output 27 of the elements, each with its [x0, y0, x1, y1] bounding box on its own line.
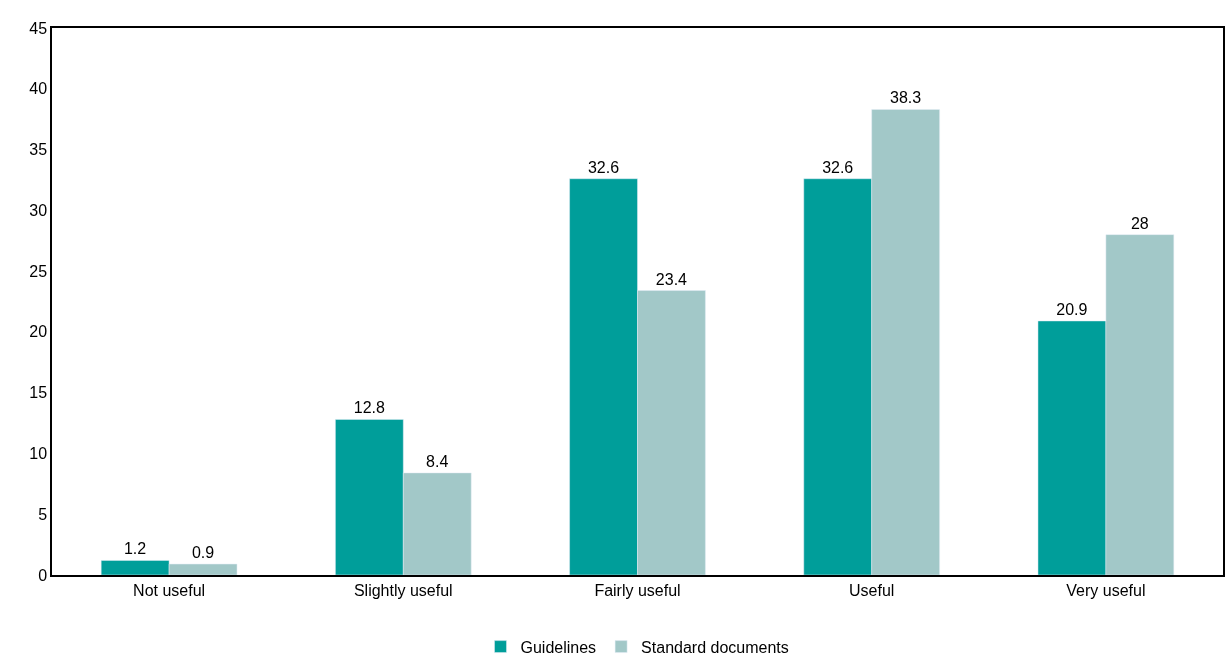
y-tick-label: 10: [29, 445, 48, 463]
x-tick-label: Fairly useful: [594, 581, 681, 599]
data-label: 8.4: [426, 452, 449, 470]
y-tick-label: 5: [38, 505, 48, 523]
x-tick-label: Very useful: [1066, 581, 1146, 599]
x-tick-label: Not useful: [133, 581, 206, 599]
y-tick-label: 40: [29, 80, 48, 98]
y-tick-label: 25: [29, 262, 48, 280]
data-label: 32.6: [822, 158, 854, 176]
data-label: 12.8: [353, 399, 385, 417]
y-tick-label: 45: [29, 19, 48, 37]
x-tick-label: Useful: [849, 581, 895, 599]
legend-label: Guidelines: [520, 638, 597, 656]
y-tick-label: 20: [29, 323, 48, 341]
y-tick-label: 0: [38, 566, 48, 584]
y-tick-label: 15: [29, 384, 48, 402]
y-tick-label: 30: [29, 201, 48, 219]
data-label: 38.3: [890, 89, 922, 107]
data-label: 1.2: [123, 540, 147, 558]
data-label: 32.6: [587, 158, 620, 176]
x-tick-label: Slightly useful: [353, 581, 453, 599]
data-label: 28: [1130, 214, 1149, 232]
legend-label: Standard documents: [641, 638, 789, 656]
data-label: 23.4: [655, 270, 688, 288]
y-tick-label: 35: [29, 141, 48, 159]
data-label: 0.9: [191, 544, 215, 562]
data-label: 20.9: [1056, 300, 1088, 318]
